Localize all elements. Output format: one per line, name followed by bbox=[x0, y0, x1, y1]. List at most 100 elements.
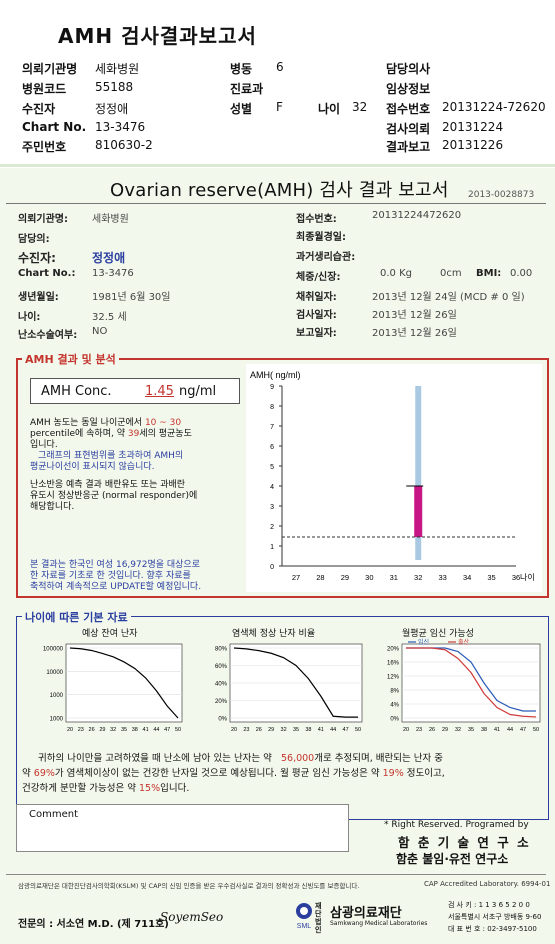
y-tick-label: 80% bbox=[215, 647, 228, 653]
patient-label: 수진자: bbox=[18, 251, 56, 265]
collect-value: 2013년 12월 24일 (MCD # 0 일) bbox=[372, 292, 525, 303]
header-title: AMH 검사결과보고서 bbox=[58, 24, 257, 48]
age-value: 32 bbox=[352, 100, 368, 114]
field-label: 병원코드 bbox=[22, 82, 67, 96]
y-tick-label: 100000 bbox=[43, 647, 64, 653]
legend-label: 출산 bbox=[458, 638, 470, 646]
x-tick-label: 26 bbox=[89, 727, 95, 733]
field-label: 임상정보 bbox=[386, 82, 431, 96]
text: 정도이고, bbox=[406, 768, 445, 779]
doctor-label: 담당의: bbox=[18, 234, 50, 245]
field-label: 검사의뢰 bbox=[386, 122, 431, 136]
y-tick-label: 1000 bbox=[50, 717, 64, 723]
field-value: 810630-2 bbox=[95, 138, 153, 152]
x-tick-label: 33 bbox=[438, 573, 446, 582]
x-tick-label: 41 bbox=[318, 727, 324, 733]
bmi-value: 0.00 bbox=[510, 268, 533, 279]
y-tick-label: 0% bbox=[390, 717, 399, 723]
amh-interpretation: AMH 농도는 동일 나이군에서 10 ~ 30 percentile에 속하며… bbox=[30, 418, 242, 473]
x-axis-label: 나이 bbox=[520, 572, 535, 582]
x-tick-label: 31 bbox=[390, 573, 398, 582]
weight-value: 0.0 Kg bbox=[380, 268, 412, 279]
text: 본 결과는 한국인 여성 16,972명을 대상으로 bbox=[30, 560, 200, 570]
y-tick-label: 8 bbox=[270, 404, 274, 411]
amh-report: Ovarian reserve(AMH) 검사 결과 보고서 2013-0028… bbox=[0, 168, 555, 944]
pregnancy-chance-chart: 20% 16% 12% 8% 4% 0% 20 23 26 29 32 35 38 41 44 47 50 임신 출… bbox=[387, 638, 541, 733]
report-serial: 2013-0028873 bbox=[468, 190, 535, 200]
y-tick-label: 7 bbox=[270, 424, 274, 431]
text: 건강하게 분만할 가능성은 약 bbox=[22, 783, 136, 794]
plot-area bbox=[65, 643, 183, 723]
x-tick-label: 29 bbox=[268, 727, 274, 733]
field-value: 정정애 bbox=[95, 102, 129, 116]
range-bar bbox=[415, 386, 422, 537]
mini-chart-title: 염색체 정상 난자 비율 bbox=[232, 629, 316, 639]
percentile-range: 10 ~ 30 bbox=[144, 418, 182, 428]
y-tick-label: 20% bbox=[215, 699, 228, 705]
conc-label: AMH Conc. bbox=[41, 384, 112, 399]
text: 한 자료를 기초로 한 것입니다. 향후 자료를 bbox=[30, 571, 191, 581]
lab-code: 검 사 키 : 1 1 3 6 5 2 0 0 bbox=[448, 901, 530, 909]
x-tick-label: 27 bbox=[292, 573, 300, 582]
lab-name-en: Samkwang Medical Laboratories bbox=[330, 920, 428, 927]
test-value: 2013년 12월 26일 bbox=[372, 310, 457, 321]
x-tick-label: 23 bbox=[78, 727, 84, 733]
amh-concentration-box: AMH Conc. 1.45 ng/ml bbox=[30, 378, 240, 404]
ovarian-response: 난소반응 예측 결과 배란유도 또는 과배란 유도시 정상반응군 (normal… bbox=[30, 480, 242, 513]
x-tick-label: 20 bbox=[67, 727, 73, 733]
chart-label: Chart No.: bbox=[18, 268, 76, 279]
x-tick-label: 36 bbox=[512, 573, 520, 582]
specialist: 전문의 : 서소연 M.D. (제 711호) bbox=[18, 919, 169, 930]
text: 입니다. bbox=[30, 440, 58, 450]
summary-line: 귀하의 나이만을 고려하였을 때 난소에 남아 있는 난자는 약 56,000개… bbox=[38, 750, 443, 764]
x-tick-label: 44 bbox=[507, 727, 513, 733]
summary-line: 약 69%가 염색체이상이 없는 건강한 난자일 것으로 예상됩니다. 월 평균… bbox=[22, 765, 445, 779]
pregnancy-chance: 19% bbox=[382, 768, 404, 779]
receipt-value: 20131224472620 bbox=[372, 210, 462, 221]
chart-value: 13-3476 bbox=[92, 268, 134, 279]
series-line bbox=[406, 647, 537, 718]
text: 가 염색체이상이 없는 건강한 난자일 것으로 예상됩니다. 월 평균 임신 가… bbox=[54, 768, 380, 779]
rights-note: * Right Reserved. Programed by bbox=[384, 820, 529, 830]
series-line bbox=[69, 647, 179, 719]
chart-background bbox=[246, 364, 542, 592]
field-value: F bbox=[276, 100, 283, 114]
y-tick-label: 9 bbox=[270, 384, 274, 391]
text: 입니다. bbox=[160, 783, 190, 794]
text: 세의 평균농도 bbox=[139, 429, 192, 439]
y-tick-label: 0 bbox=[270, 564, 274, 571]
normal-ratio: 69% bbox=[33, 768, 55, 779]
header-divider bbox=[0, 164, 555, 167]
x-tick-label: 50 bbox=[533, 727, 539, 733]
x-tick-label: 23 bbox=[243, 727, 249, 733]
x-tick-label: 35 bbox=[468, 727, 474, 733]
bmi-label: BMI: bbox=[476, 268, 502, 279]
birth-value: 1981년 6월 30일 bbox=[92, 292, 171, 303]
x-tick-label: 47 bbox=[343, 727, 349, 733]
data-source-note: 본 결과는 한국인 여성 16,972명을 대상으로 한 자료를 기초로 한 것… bbox=[30, 560, 242, 593]
x-tick-label: 50 bbox=[175, 727, 181, 733]
field-label: 진료과 bbox=[230, 82, 264, 96]
text: percentile에 속하며, 약 bbox=[30, 429, 128, 439]
y-tick-label: 6 bbox=[270, 444, 274, 451]
y-tick-label: 2 bbox=[270, 524, 274, 531]
body-label: 체중/신장: bbox=[296, 272, 341, 283]
surgery-label: 난소수술여부: bbox=[18, 330, 78, 341]
text: AMH 농도는 동일 나이군에서 bbox=[30, 418, 145, 428]
x-tick-label: 44 bbox=[153, 727, 159, 733]
x-tick-label: 35 bbox=[121, 727, 127, 733]
field-label: 주민번호 bbox=[22, 140, 67, 154]
y-tick-label: 10000 bbox=[46, 670, 63, 676]
field-label: 담당의사 bbox=[386, 62, 431, 76]
certification-note: 삼광의료재단은 대한진단검사의학회(KSLM) 및 CAP의 신임 인증을 받은… bbox=[18, 882, 360, 890]
x-tick-label: 38 bbox=[305, 727, 311, 733]
text: 해당합니다. bbox=[30, 502, 75, 512]
x-tick-label: 32 bbox=[414, 573, 422, 582]
logo-text: SML bbox=[297, 923, 312, 930]
normal-egg-ratio-chart: 80% 60% 40% 20% 0% 20 23 26 29 32 35 38 41 44 47 50 bbox=[215, 643, 363, 733]
y-tick-label: 20% bbox=[387, 647, 400, 653]
lmp-label: 최종월경일: bbox=[296, 232, 346, 243]
x-tick-label: 20 bbox=[403, 727, 409, 733]
x-tick-label: 30 bbox=[365, 573, 373, 582]
